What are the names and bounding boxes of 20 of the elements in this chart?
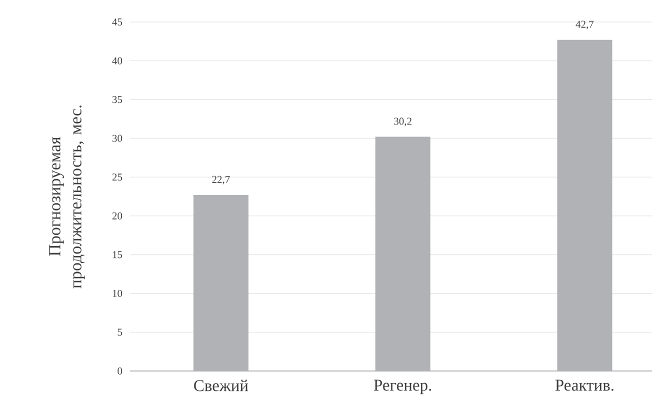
bar [375, 136, 430, 371]
data-label: 42,7 [576, 20, 594, 30]
y-tick-label: 40 [112, 57, 122, 64]
x-tick-label: Регенер. [374, 380, 432, 394]
y-axis-title: Прогнозируемая продолжительность, мес. [49, 105, 85, 288]
y-tick-label: 10 [112, 290, 122, 297]
y-tick-label: 20 [112, 212, 122, 220]
y-tick-label: 25 [112, 174, 122, 181]
y-tick-label: 0 [118, 367, 122, 375]
y-tick-label: 35 [112, 96, 122, 104]
y-tick-label: 5 [118, 328, 122, 336]
x-tick-label: Свежий [194, 380, 248, 392]
bar [557, 40, 612, 371]
bar [193, 194, 248, 371]
y-tick-label: 30 [112, 134, 122, 142]
data-label: 30,2 [394, 118, 412, 126]
y-tick-label: 45 [112, 18, 122, 26]
data-label: 22,7 [212, 176, 230, 184]
x-tick-label: Реактив. [555, 380, 614, 391]
y-tick-label: 15 [112, 251, 122, 258]
